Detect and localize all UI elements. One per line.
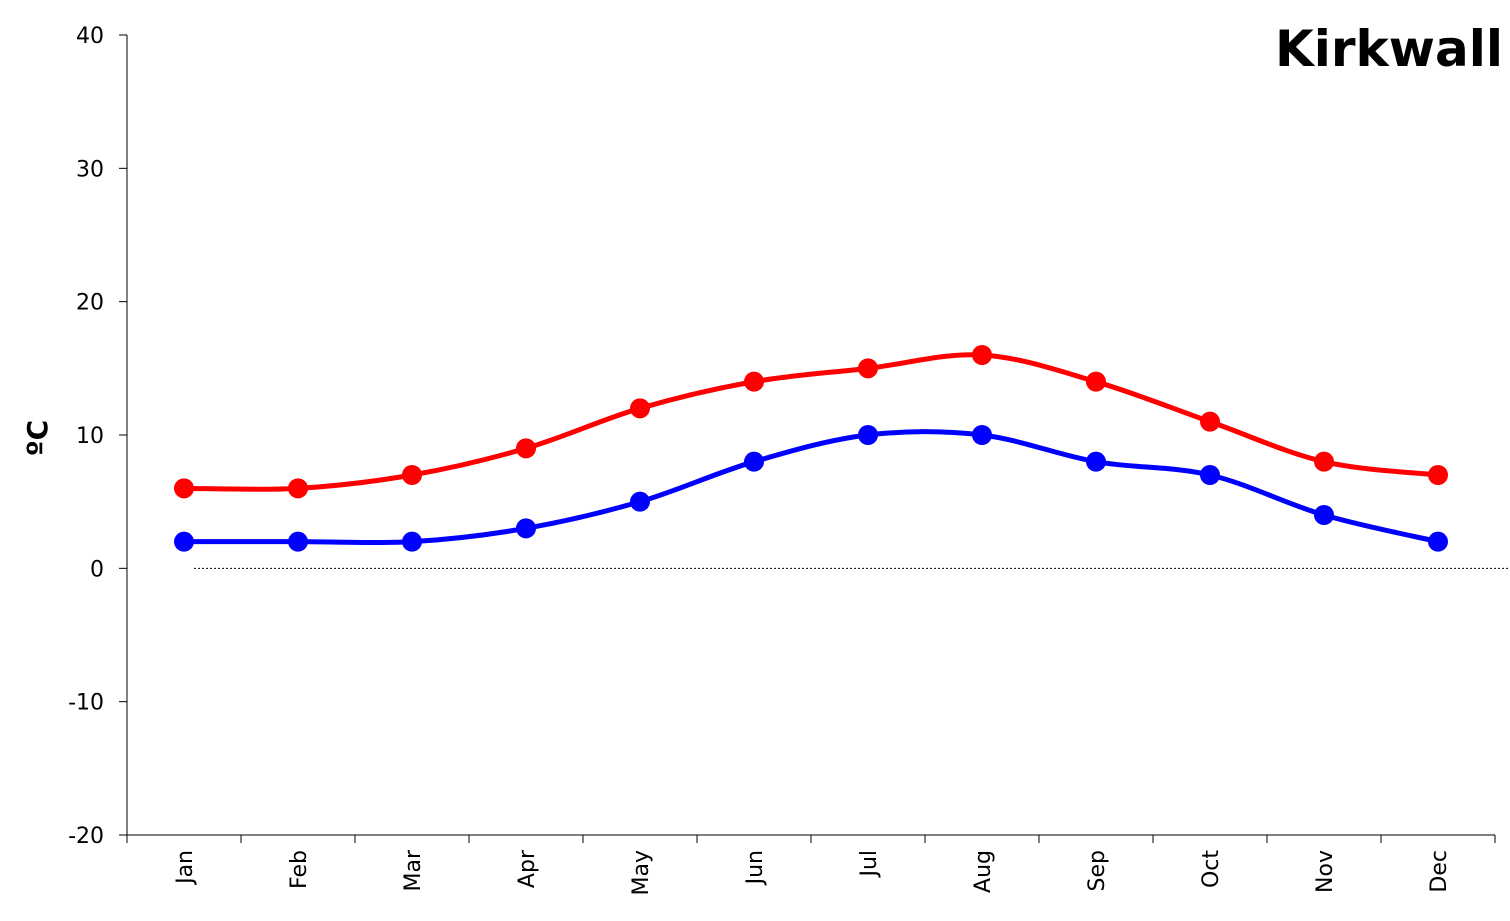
x-tick-label: Dec (1427, 850, 1452, 893)
y-tick-label: 10 (76, 424, 104, 449)
axes (126, 35, 1495, 836)
series-1-point (858, 358, 878, 379)
y-tick-label: 0 (90, 557, 104, 582)
x-tick-label: Mar (401, 849, 426, 891)
series-2-point (972, 425, 992, 445)
x-tick-label: Sep (1085, 850, 1110, 891)
x-tick-label: Oct (1199, 850, 1224, 888)
y-ticks: -20 -10 0 10 20 30 40 (68, 24, 127, 849)
series-1-point (1200, 411, 1220, 432)
series-2-point (1086, 451, 1106, 472)
series-1-point (516, 438, 536, 459)
y-tick-label: 40 (76, 24, 104, 49)
series-1-point (1428, 465, 1448, 485)
series-2-point (744, 451, 764, 472)
x-tick-label: Aug (971, 850, 996, 893)
series-2-point (1314, 505, 1334, 525)
series-line-2 (181, 429, 1441, 546)
series-1-point (1314, 451, 1334, 472)
x-tick-label: Jul (857, 850, 882, 879)
series-2-point (516, 518, 536, 539)
series-2-point (1428, 531, 1448, 552)
x-ticks: Jan Feb Mar Apr May Jun Jul Aug Sep Oct Nov Dec (126, 835, 1496, 895)
series-2-point (288, 531, 308, 552)
x-tick-label: Feb (287, 850, 312, 889)
x-tick-label: Jan (173, 850, 198, 886)
series-2-point (630, 491, 650, 512)
series-layer (174, 345, 1448, 552)
series-1-point (402, 465, 422, 485)
series-1-point (288, 478, 308, 499)
y-tick-label: -20 (68, 824, 104, 849)
series-1-point (630, 398, 650, 419)
x-tick-label: Apr (515, 849, 540, 888)
series-2-point (1200, 465, 1220, 485)
x-tick-label: Nov (1313, 850, 1338, 893)
x-tick-label: May (629, 850, 654, 895)
chart-title: Kirkwall (1275, 20, 1503, 78)
series-1-point (972, 345, 992, 365)
x-tick-label: Jun (743, 850, 768, 886)
y-tick-label: -10 (68, 691, 104, 716)
series-line-1 (181, 352, 1441, 492)
y-tick-label: 30 (76, 157, 104, 182)
y-axis-label: ºC (21, 420, 54, 456)
series-1-point (174, 478, 194, 499)
series-1-point (744, 371, 764, 392)
y-tick-label: 20 (76, 291, 104, 316)
series-2-point (174, 531, 194, 552)
series-1-point (1086, 371, 1106, 392)
series-2-point (402, 531, 422, 552)
series-2-point (858, 425, 878, 445)
